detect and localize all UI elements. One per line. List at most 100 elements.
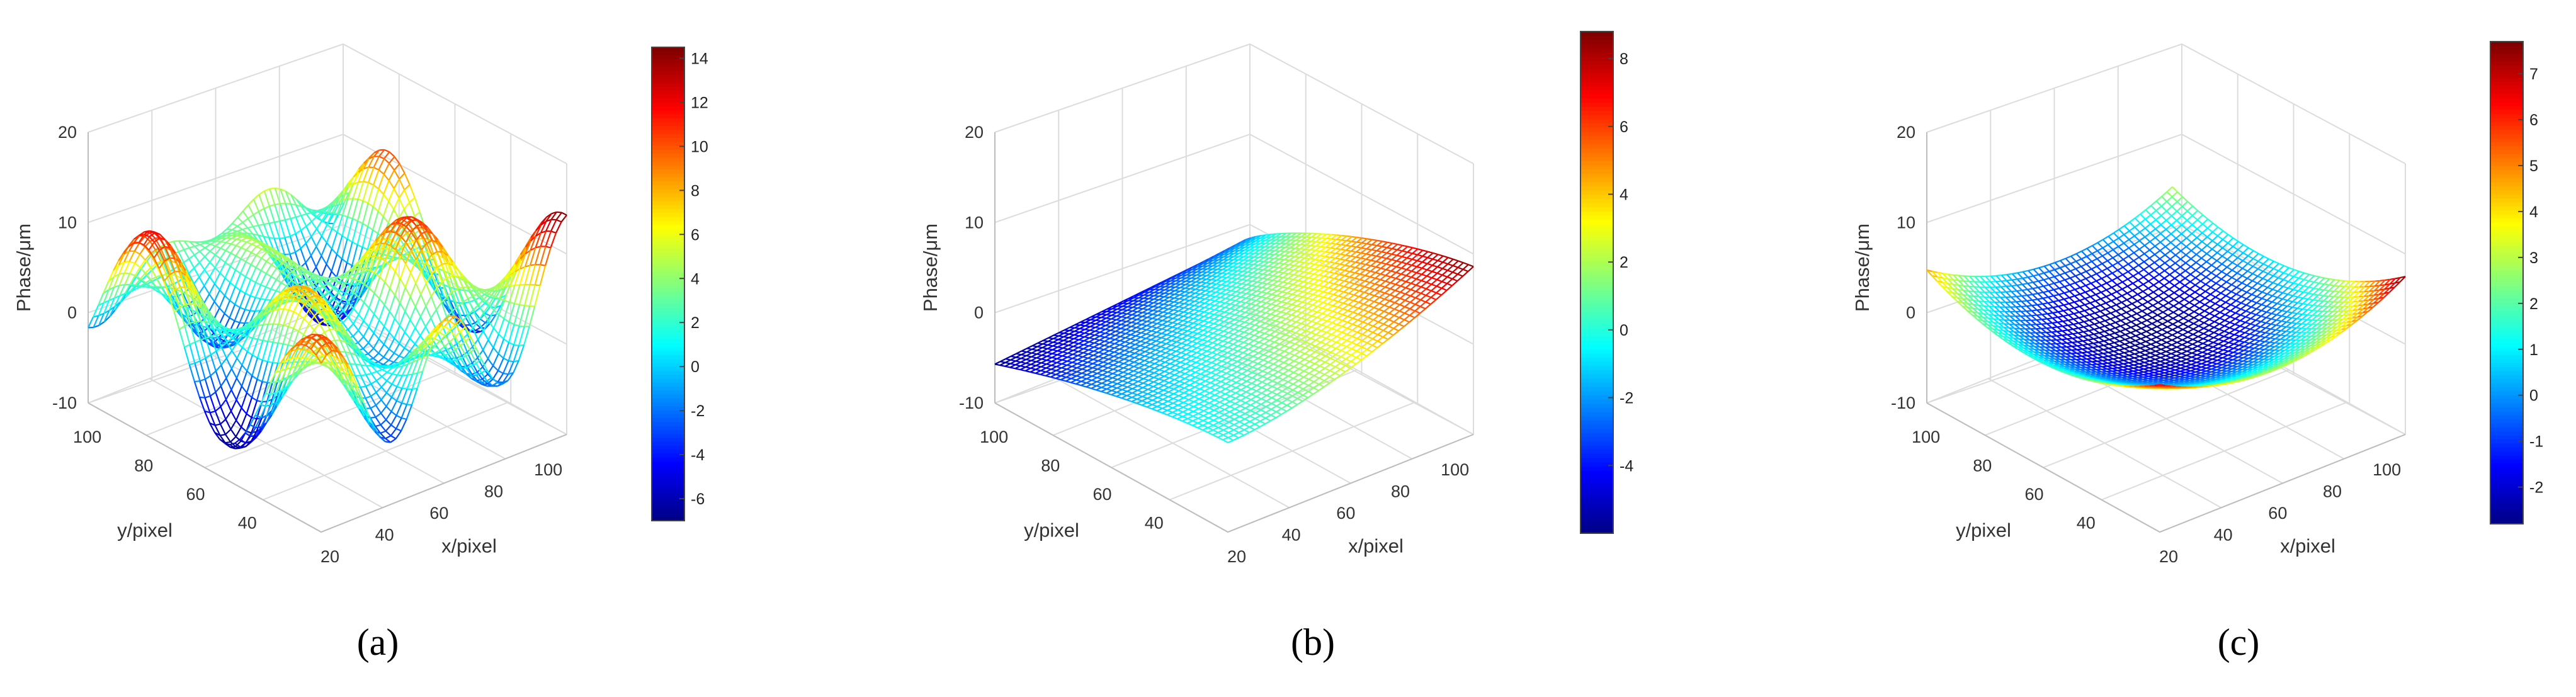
- mesh-line: [385, 397, 392, 407]
- mesh-line: [271, 276, 277, 280]
- colorbar-segment: [652, 63, 684, 68]
- colorbar-tick-label: 2: [691, 314, 700, 332]
- mesh-line: [484, 312, 491, 317]
- mesh-line: [373, 169, 380, 186]
- mesh-line: [381, 248, 388, 259]
- mesh-line: [1441, 276, 1448, 283]
- mesh-line: [133, 242, 139, 244]
- mesh-line: [188, 247, 195, 256]
- mesh-line: [407, 240, 413, 245]
- mesh-line: [391, 375, 398, 385]
- mesh-line: [341, 239, 348, 259]
- colorbar-segment: [652, 161, 684, 166]
- mesh-line: [242, 210, 249, 219]
- mesh-line: [477, 298, 485, 305]
- mesh-line: [491, 377, 498, 383]
- mesh-line: [367, 348, 375, 354]
- mesh-line: [400, 404, 408, 419]
- mesh-line: [266, 342, 274, 362]
- mesh-line: [411, 388, 418, 405]
- mesh-line: [1325, 247, 1332, 252]
- mesh-line: [380, 405, 387, 414]
- mesh-line: [436, 288, 443, 303]
- mesh-line: [353, 323, 360, 331]
- mesh-line: [1432, 260, 1438, 266]
- colorbar-segment: [652, 339, 684, 344]
- mesh-line: [366, 372, 372, 376]
- colorbar-segment: [652, 67, 684, 72]
- mesh-line: [329, 329, 336, 341]
- mesh-line: [493, 287, 501, 297]
- mesh-line: [378, 174, 385, 190]
- mesh-line: [396, 223, 402, 227]
- mesh-line: [246, 397, 253, 414]
- mesh-line: [497, 338, 505, 354]
- mesh-line: [411, 220, 417, 227]
- mesh-line: [336, 200, 344, 215]
- mesh-line: [258, 224, 264, 227]
- mesh-line: [404, 287, 411, 298]
- mesh-line: [431, 251, 438, 256]
- mesh-line: [246, 413, 252, 418]
- mesh-line: [184, 326, 191, 345]
- colorbar-segment: [652, 315, 684, 320]
- mesh-line: [205, 375, 211, 380]
- mesh-line: [457, 269, 464, 279]
- mesh-line: [399, 278, 406, 288]
- colorbar-segment: [652, 504, 684, 510]
- mesh-line: [472, 339, 479, 348]
- mesh-line: [331, 201, 339, 213]
- mesh-line: [376, 371, 383, 377]
- mesh-line: [381, 376, 388, 382]
- mesh-line: [421, 224, 428, 232]
- mesh-line: [555, 212, 562, 220]
- mesh-line: [494, 282, 501, 289]
- mesh-line: [339, 301, 346, 305]
- colorbar-segment: [652, 130, 684, 135]
- mesh-line: [1427, 252, 1434, 258]
- mesh-line: [266, 254, 273, 262]
- mesh-line: [482, 320, 489, 332]
- mesh-line: [426, 240, 433, 244]
- mesh-line: [356, 200, 364, 222]
- colorbar-segment: [652, 102, 684, 107]
- mesh-line: [239, 307, 246, 310]
- mesh-line: [357, 336, 364, 344]
- mesh-line: [218, 307, 225, 314]
- mesh-line: [439, 331, 445, 337]
- mesh-line: [475, 375, 483, 383]
- mesh-line: [413, 249, 420, 261]
- mesh-line: [406, 220, 412, 227]
- mesh-line: [255, 414, 261, 418]
- mesh-line: [373, 184, 379, 190]
- mesh-line: [518, 344, 525, 361]
- mesh-line: [478, 293, 485, 300]
- mesh-line: [251, 339, 259, 356]
- mesh-line: [1441, 281, 1448, 285]
- mesh-line: [396, 375, 403, 387]
- mesh-line: [371, 371, 377, 375]
- mesh-line: [260, 298, 266, 300]
- colorbar-segment: [652, 307, 684, 312]
- mesh-line: [503, 302, 510, 319]
- mesh-line: [472, 310, 479, 322]
- mesh-line: [504, 300, 510, 303]
- mesh-line: [239, 261, 247, 274]
- mesh-line: [258, 190, 265, 195]
- colorbar-segment: [652, 185, 684, 190]
- mesh-line: [518, 284, 526, 305]
- mesh-line: [389, 295, 396, 312]
- mesh-line: [404, 190, 411, 203]
- mesh-line: [336, 258, 343, 278]
- mesh-line: [389, 156, 395, 164]
- mesh-line: [513, 344, 519, 346]
- mesh-line: [261, 361, 269, 382]
- mesh-line: [242, 204, 249, 212]
- mesh-line: [492, 382, 498, 387]
- mesh-line: [342, 187, 349, 201]
- colorbar-segment: [652, 173, 684, 178]
- mesh-line: [399, 332, 406, 344]
- mesh-line: [295, 198, 302, 207]
- mesh-line: [139, 253, 146, 261]
- mesh-line: [242, 222, 249, 229]
